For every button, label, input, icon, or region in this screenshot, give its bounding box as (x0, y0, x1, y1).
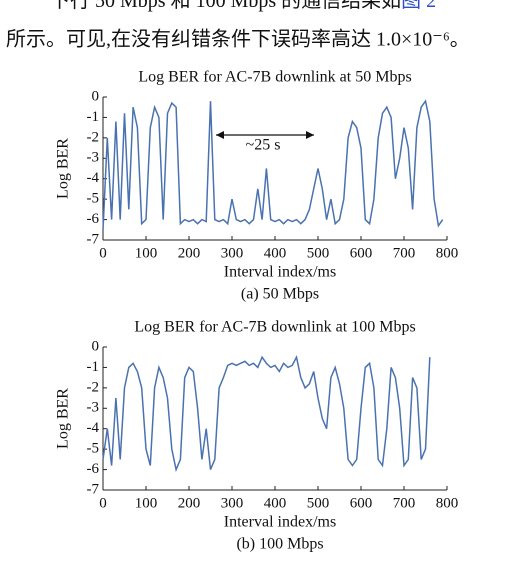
y-tick-label: -7 (87, 231, 100, 247)
figure-link[interactable]: 图 2 (401, 0, 436, 12)
y-tick-label: -1 (87, 359, 100, 375)
y-axis-label: Log BER (55, 138, 72, 199)
x-axis-label: Interval index/ms (224, 264, 336, 281)
x-tick-label: 600 (350, 495, 373, 511)
x-tick-label: 0 (99, 245, 107, 261)
y-tick-label: 0 (92, 338, 100, 354)
data-line (102, 355, 431, 473)
x-tick-label: 500 (307, 245, 330, 261)
x-tick-label: 800 (436, 495, 459, 511)
caption: (b) 100 Mbps (236, 536, 323, 553)
chart-title: Log BER for AC-7B downlink at 100 Mbps (134, 319, 415, 336)
x-tick-label: 400 (264, 245, 287, 261)
caption: (a) 50 Mbps (241, 286, 319, 303)
data-line (102, 99, 444, 230)
text: 下行 50 Mbps 和 100 Mbps 的通信结果如 (50, 0, 401, 12)
x-tick-label: 0 (99, 495, 107, 511)
y-tick-label: -2 (87, 129, 100, 145)
y-tick-label: 0 (92, 88, 100, 104)
x-tick-label: 200 (178, 495, 201, 511)
y-tick-label: -4 (87, 420, 100, 436)
chart-title: Log BER for AC-7B downlink at 50 Mbps (138, 69, 411, 86)
y-tick-label: -6 (87, 211, 100, 227)
x-tick-label: 300 (221, 495, 244, 511)
paragraph-line: 下行 50 Mbps 和 100 Mbps 的通信结果如图 2 (50, 0, 436, 12)
x-tick-label: 100 (135, 495, 158, 511)
x-axis-label: Interval index/ms (224, 514, 336, 531)
y-tick-label: -5 (87, 191, 100, 207)
x-tick-label: 100 (135, 245, 158, 261)
y-tick-label: -2 (87, 379, 100, 395)
y-axis-label: Log BER (55, 388, 72, 449)
y-tick-label: -7 (87, 481, 100, 497)
x-tick-label: 200 (178, 245, 201, 261)
y-tick-label: -1 (87, 109, 100, 125)
paragraph-line: 所示。可见,在没有纠错条件下误码率高达 1.0×10⁻⁶。 (6, 28, 470, 51)
y-tick-label: -3 (87, 150, 100, 166)
x-tick-label: 500 (307, 495, 330, 511)
x-tick-label: 700 (393, 245, 416, 261)
annotation: ~25 s (246, 137, 281, 154)
x-tick-label: 700 (393, 495, 416, 511)
y-tick-label: -3 (87, 400, 100, 416)
x-tick-label: 300 (221, 245, 244, 261)
x-tick-label: 400 (264, 495, 287, 511)
y-tick-label: -4 (87, 170, 100, 186)
x-tick-label: 600 (350, 245, 373, 261)
x-tick-label: 800 (436, 245, 459, 261)
y-tick-label: -6 (87, 461, 100, 477)
y-tick-label: -5 (87, 441, 100, 457)
